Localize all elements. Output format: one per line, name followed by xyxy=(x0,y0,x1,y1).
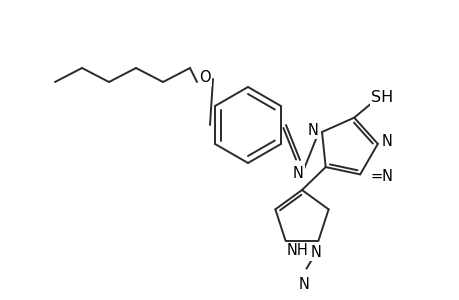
Text: N: N xyxy=(298,277,309,292)
Text: =N: =N xyxy=(369,169,392,184)
Text: N: N xyxy=(310,245,321,260)
Text: N: N xyxy=(381,134,392,149)
Text: N: N xyxy=(307,122,318,137)
Text: SH: SH xyxy=(370,90,392,105)
Text: N: N xyxy=(292,167,303,182)
Text: NH: NH xyxy=(286,243,308,258)
Text: O: O xyxy=(199,70,210,85)
